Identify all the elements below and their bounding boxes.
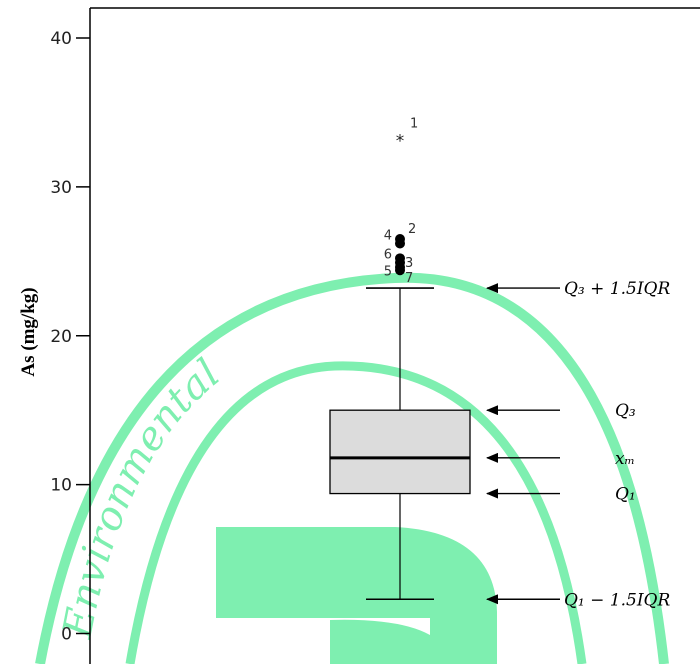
outlier-point-4 [395,238,405,249]
y-tick-label-20: 20 [50,327,72,347]
outlier-label-3: 3 [405,256,413,271]
y-tick-label-10: 10 [50,476,72,496]
outlier-label-5: 5 [384,264,392,279]
y-tick-label-40: 40 [50,29,72,49]
plot-area: * 1 2 4 635 7 [329,117,471,601]
watermark-outer-arc [35,272,669,664]
y-axis: 0 10 20 30 40 [50,7,700,664]
outlier-extreme-1: * [396,132,405,152]
y-tick-label-0: 0 [61,625,72,645]
annotation-label-q3: Q₃ [615,401,636,421]
annotations: Q₃ + 1.5IQR Q₃ xₘ Q₁ Q₁ − 1.5IQR [486,279,670,610]
outlier-label-2: 2 [408,222,416,237]
outlier-label-4: 4 [384,228,392,243]
outlier-label-6: 6 [384,247,392,262]
watermark-logo-shape [216,527,497,664]
annotation-label-q1: Q₁ [615,485,636,505]
y-tick-label-30: 30 [50,178,72,198]
outlier-label-7: 7 [405,271,413,286]
iqr-box [329,409,471,495]
outlier-label-1: 1 [410,117,418,132]
annotation-label-median: xₘ [615,449,635,469]
y-axis-label: As (mg/kg) [18,287,39,376]
outlier-point-7 [395,265,405,276]
annotation-label-whisker_low: Q₁ − 1.5IQR [564,590,670,610]
watermark-inner-arc [125,361,587,664]
annotation-label-whisker_high: Q₃ + 1.5IQR [564,279,670,299]
